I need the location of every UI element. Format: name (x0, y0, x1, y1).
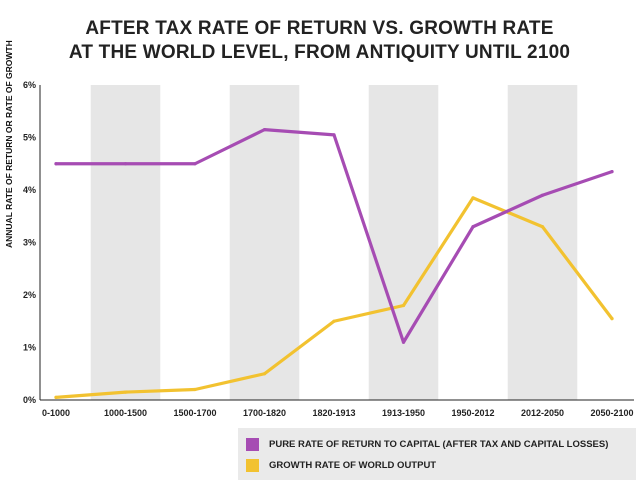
series-point-return-5 (401, 340, 406, 344)
series-point-return-2 (193, 162, 197, 166)
legend-label-return: PURE RATE OF RETURN TO CAPITAL (AFTER TA… (269, 438, 609, 450)
series-point-return-4 (332, 133, 336, 137)
series-point-return-8 (610, 170, 614, 174)
series-point-growth-7 (540, 225, 545, 229)
series-point-growth-8 (610, 317, 614, 321)
chart-title-line-1: AFTER TAX RATE OF RETURN VS. GROWTH RATE (85, 18, 554, 39)
y-tick-label: 5% (23, 133, 36, 143)
legend: PURE RATE OF RETURN TO CAPITAL (AFTER TA… (238, 428, 636, 480)
series-point-growth-3 (262, 372, 267, 376)
series-point-growth-6 (471, 196, 475, 200)
series-point-growth-5 (401, 303, 406, 308)
series-point-growth-2 (193, 387, 197, 392)
x-tick-label: 2012-2050 (521, 408, 564, 418)
legend-item-growth: GROWTH RATE OF WORLD OUTPUT (246, 457, 436, 473)
series-point-return-0 (54, 162, 58, 166)
x-tick-label: 2050-2100 (590, 408, 633, 418)
series-point-growth-4 (332, 319, 336, 323)
y-tick-label: 3% (23, 238, 36, 248)
x-tick-label: 1700-1820 (243, 408, 286, 418)
x-tick-label: 1820-1913 (312, 408, 355, 418)
shaded-band-1000-1500 (90, 85, 161, 400)
legend-label-growth: GROWTH RATE OF WORLD OUTPUT (269, 459, 437, 471)
shaded-band-1700-1820 (229, 85, 300, 400)
series-point-return-3 (262, 128, 267, 132)
shaded-band-1913-1950 (368, 85, 439, 400)
x-tick-label: 1950-2012 (451, 408, 494, 418)
series-point-return-1 (123, 162, 128, 166)
legend-item-return: PURE RATE OF RETURN TO CAPITAL (AFTER TA… (246, 436, 608, 452)
series-point-growth-0 (54, 395, 58, 399)
y-tick-label: 0% (23, 395, 36, 405)
x-tick-label: 0-1000 (42, 408, 70, 418)
chart-title-line-2: AT THE WORLD LEVEL, FROM ANTIQUITY UNTIL… (68, 42, 571, 63)
legend-swatch-growth (246, 458, 259, 472)
x-tick-label: 1500-1700 (173, 408, 216, 418)
series-point-return-6 (471, 225, 475, 229)
y-tick-label: 1% (23, 343, 36, 353)
shaded-band-2012-2050 (507, 85, 578, 400)
x-tick-label: 1000-1500 (104, 408, 147, 418)
y-tick-label: 2% (23, 290, 36, 300)
series-point-return-7 (540, 193, 545, 197)
series-point-growth-1 (123, 390, 128, 394)
x-tick-label: 1913-1950 (382, 408, 425, 418)
y-tick-label: 4% (23, 185, 36, 195)
legend-swatch-return (246, 437, 259, 451)
y-tick-label: 6% (23, 80, 36, 90)
